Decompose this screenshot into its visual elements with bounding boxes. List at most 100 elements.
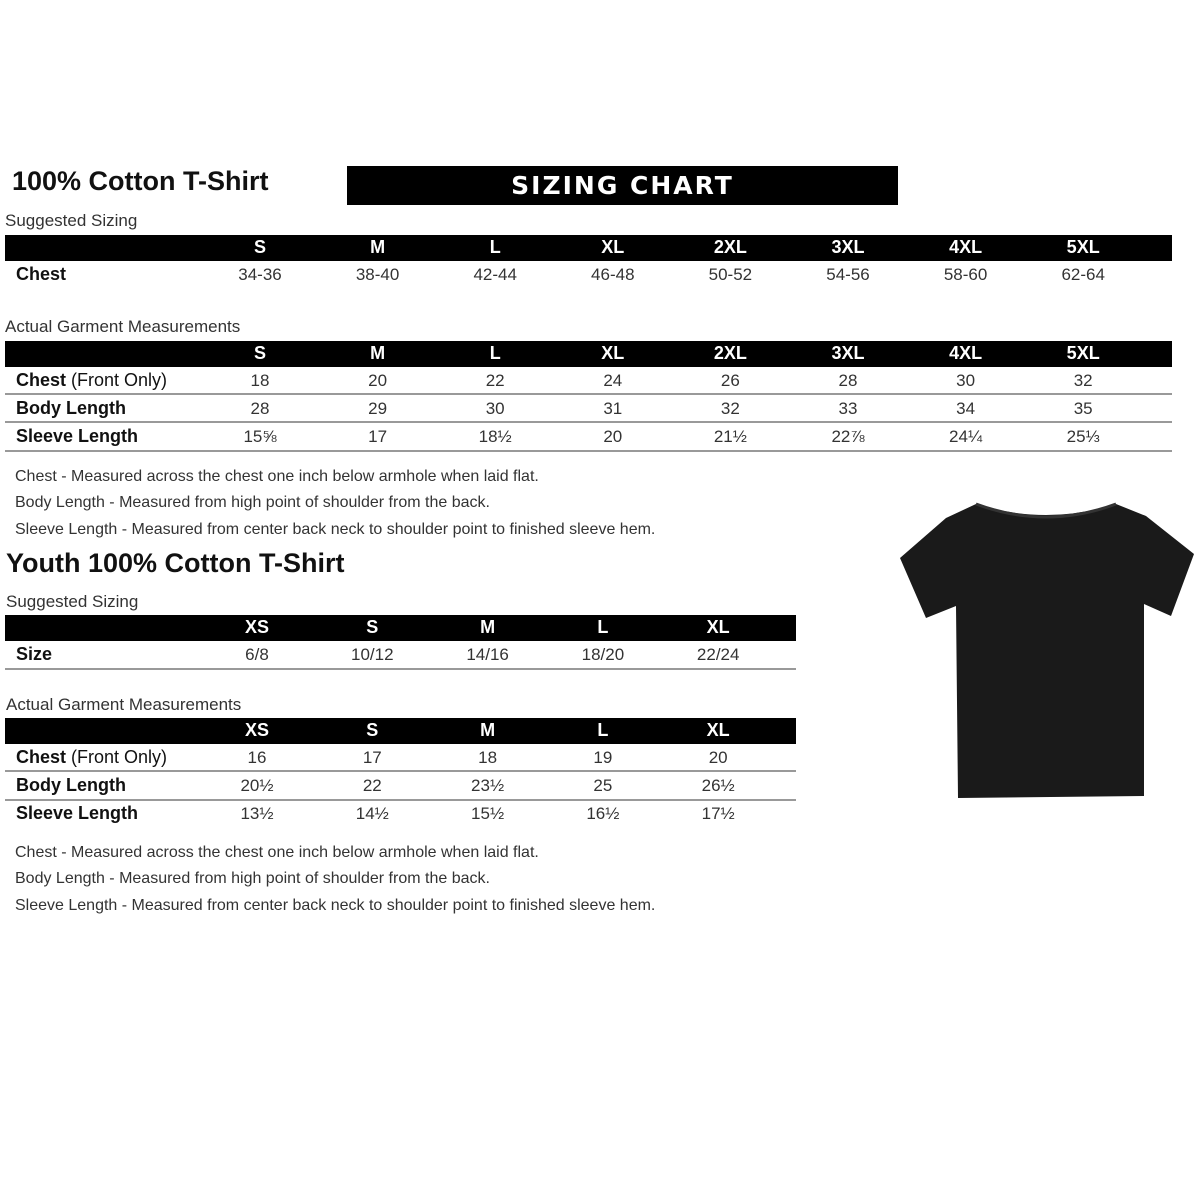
size-header-xl: XL <box>706 617 730 637</box>
youth-actual-label: Actual Garment Measurements <box>6 695 242 714</box>
youth-note-body: Body Length - Measured from high point o… <box>15 870 490 887</box>
table-cell: 6/8 <box>245 645 269 664</box>
size-header-3xl: 3XL <box>831 343 865 363</box>
size-header-m: M <box>370 237 386 257</box>
row-label-main: Chest <box>16 370 67 390</box>
size-header-s: S <box>366 720 379 740</box>
table-cell: 20 <box>708 748 728 767</box>
row-divider <box>5 799 796 801</box>
row-label: Chest (Front Only) <box>16 747 167 768</box>
table-cell: 46-48 <box>591 265 635 284</box>
table-cell: 10/12 <box>351 645 394 664</box>
size-header-xl: XL <box>601 237 625 257</box>
black-tshirt-icon <box>900 502 1194 798</box>
row-label-main: Chest <box>16 747 67 767</box>
table-cell: 42-44 <box>473 265 517 284</box>
youth-suggested-label: Suggested Sizing <box>6 592 139 611</box>
youth-actual-header-bar: XS S M L XL <box>5 718 796 744</box>
size-header-m: M <box>480 617 496 637</box>
row-label: Chest <box>16 264 66 285</box>
table-cell: 35 <box>1073 399 1093 418</box>
adult-note-body: Body Length - Measured from high point o… <box>15 494 490 511</box>
adult-note-sleeve: Sleeve Length - Measured from center bac… <box>15 521 656 538</box>
table-cell: 32 <box>1073 371 1093 390</box>
adult-actual-label: Actual Garment Measurements <box>5 317 241 336</box>
table-cell: 18/20 <box>581 645 625 664</box>
table-cell: 26 <box>720 371 740 390</box>
table-cell: 15⅝ <box>243 427 277 446</box>
table-cell: 32 <box>720 399 740 418</box>
size-header-m: M <box>370 343 386 363</box>
size-header-l: L <box>489 237 501 257</box>
row-label-main: Sleeve Length <box>16 803 139 823</box>
table-cell: 50-52 <box>708 265 753 284</box>
table-cell: 18 <box>250 371 270 390</box>
adult-suggested-label: Suggested Sizing <box>5 211 138 230</box>
row-label-main: Chest <box>16 264 67 284</box>
table-cell: 25⅓ <box>1066 427 1100 446</box>
size-header-m: M <box>480 720 496 740</box>
table-cell: 20 <box>603 427 623 446</box>
row-label-main: Sleeve Length <box>16 426 139 446</box>
table-cell: 17½ <box>701 804 735 823</box>
table-cell: 31 <box>603 399 623 418</box>
size-header-l: L <box>489 343 501 363</box>
table-cell: 15½ <box>471 804 505 823</box>
size-header-xl: XL <box>706 720 730 740</box>
table-cell: 22⅞ <box>831 427 865 446</box>
size-header-xl: XL <box>601 343 625 363</box>
size-header-xs: XS <box>244 617 270 637</box>
size-header-2xl: 2XL <box>713 343 747 363</box>
table-cell: 28 <box>250 399 270 418</box>
size-header-3xl: 3XL <box>831 237 865 257</box>
table-cell: 23½ <box>471 776 505 795</box>
table-cell: 25 <box>593 776 613 795</box>
table-cell: 14/16 <box>466 645 509 664</box>
youth-note-sleeve: Sleeve Length - Measured from center bac… <box>15 897 656 914</box>
row-label: Sleeve Length <box>16 426 138 447</box>
table-cell: 17 <box>368 427 388 446</box>
table-cell: 54-56 <box>826 265 870 284</box>
table-cell: 21½ <box>713 427 747 446</box>
size-header-5xl: 5XL <box>1066 237 1100 257</box>
table-cell: 34-36 <box>238 265 282 284</box>
table-cell: 33 <box>838 399 858 418</box>
adult-actual-header-bar: S M L XL 2XL 3XL 4XL 5XL <box>5 341 1172 367</box>
adult-note-chest: Chest - Measured across the chest one in… <box>15 468 539 485</box>
table-cell: 28 <box>838 371 858 390</box>
size-header-l: L <box>597 617 609 637</box>
table-cell: 22 <box>362 776 382 795</box>
table-cell: 29 <box>368 399 388 418</box>
table-cell: 16½ <box>586 804 620 823</box>
table-cell: 26½ <box>701 776 735 795</box>
table-cell: 18½ <box>478 427 512 446</box>
table-cell: 30 <box>485 399 505 418</box>
size-header-l: L <box>597 720 609 740</box>
row-label-main: Size <box>16 644 53 664</box>
size-header-5xl: 5XL <box>1066 343 1100 363</box>
sizing-chart-banner: SIZING CHART <box>347 166 898 205</box>
row-label: Body Length <box>16 398 126 419</box>
table-cell: 22 <box>485 371 505 390</box>
table-cell: 62-64 <box>1061 265 1105 284</box>
size-header-2xl: 2XL <box>713 237 747 257</box>
size-header-4xl: 4XL <box>949 237 983 257</box>
youth-title: Youth 100% Cotton T-Shirt <box>6 548 345 578</box>
row-label: Chest (Front Only) <box>16 370 167 391</box>
size-header-xs: XS <box>244 720 270 740</box>
size-header-4xl: 4XL <box>949 343 983 363</box>
table-cell: 24¼ <box>949 427 983 446</box>
table-cell: 18 <box>478 748 498 767</box>
row-divider <box>5 668 796 670</box>
table-cell: 58-60 <box>943 265 988 284</box>
youth-note-chest: Chest - Measured across the chest one in… <box>15 844 539 861</box>
adult-suggested-header-bar: S M L XL 2XL 3XL 4XL 5XL <box>5 235 1172 261</box>
row-divider <box>5 421 1172 423</box>
table-cell: 34 <box>956 399 976 418</box>
row-divider <box>5 393 1172 395</box>
table-cell: 19 <box>593 748 613 767</box>
row-label-extra: (Front Only) <box>66 747 168 767</box>
table-cell: 22/24 <box>696 645 740 664</box>
table-cell: 16 <box>247 748 267 767</box>
